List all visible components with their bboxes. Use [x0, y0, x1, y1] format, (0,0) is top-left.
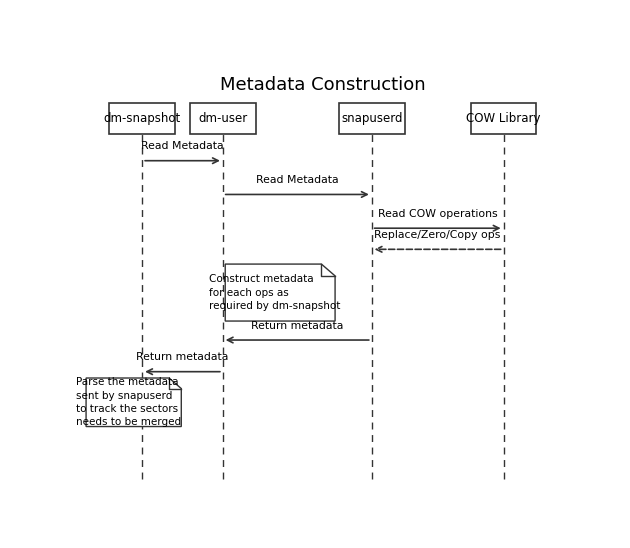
- Polygon shape: [86, 378, 181, 426]
- Text: COW Library: COW Library: [466, 112, 541, 125]
- Text: Read COW operations: Read COW operations: [378, 209, 498, 219]
- FancyBboxPatch shape: [190, 104, 256, 134]
- Text: Parse the metadata
sent by snapuserd
to track the sectors
needs to be merged: Parse the metadata sent by snapuserd to …: [76, 378, 181, 427]
- Text: Return metadata: Return metadata: [136, 352, 229, 362]
- Text: Read Metadata: Read Metadata: [256, 175, 338, 185]
- Text: Metadata Construction: Metadata Construction: [220, 76, 426, 94]
- Text: dm-user: dm-user: [198, 112, 248, 125]
- Text: snapuserd: snapuserd: [341, 112, 403, 125]
- FancyBboxPatch shape: [471, 104, 537, 134]
- Text: Return metadata: Return metadata: [251, 321, 343, 331]
- Text: Construct metadata
for each ops as
required by dm-snapshot: Construct metadata for each ops as requi…: [209, 275, 340, 311]
- Polygon shape: [226, 264, 335, 321]
- Text: Replace/Zero/Copy ops: Replace/Zero/Copy ops: [374, 230, 501, 240]
- Text: dm-snapshot: dm-snapshot: [103, 112, 181, 125]
- FancyBboxPatch shape: [339, 104, 404, 134]
- Text: Read Metadata: Read Metadata: [141, 141, 224, 151]
- FancyBboxPatch shape: [109, 104, 175, 134]
